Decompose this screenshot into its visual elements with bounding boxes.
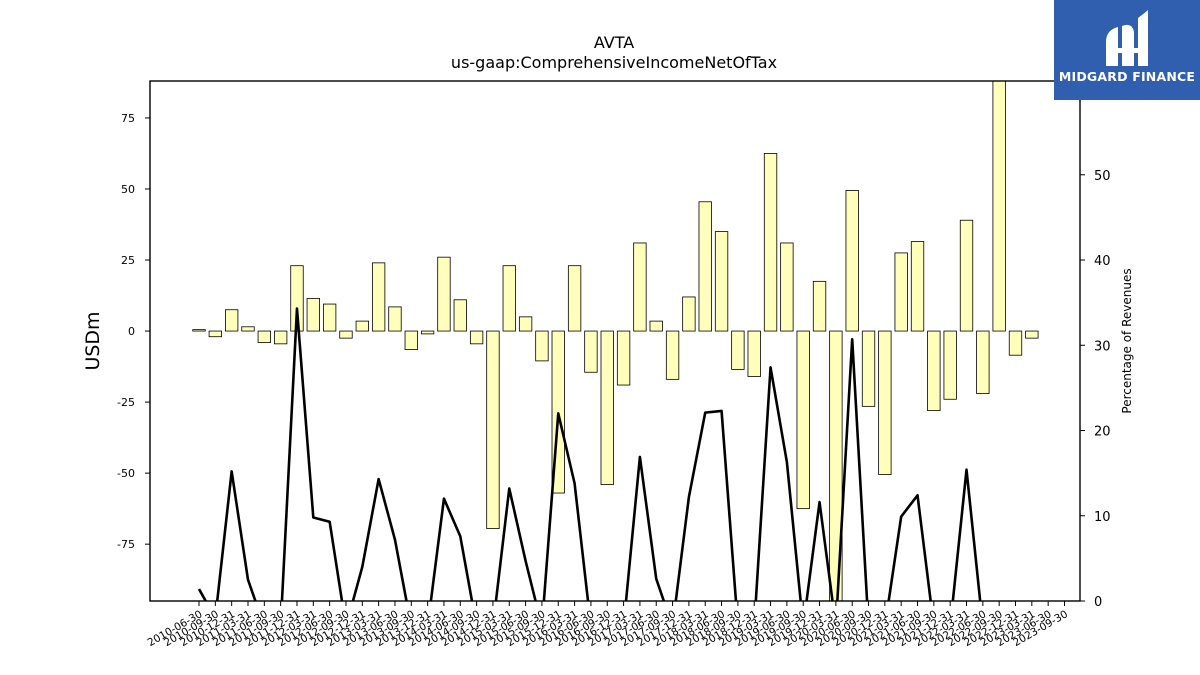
bar-2019-09-30: [796, 330, 810, 510]
chart-title: AVTA: [594, 33, 634, 52]
brand-logo: MIDGARD FINANCE: [1054, 0, 1200, 100]
y2-tick-label: 30: [1094, 339, 1111, 354]
bar-2021-09-30: [927, 330, 941, 412]
bar-series: [192, 80, 1039, 602]
bar-2014-09-30: [469, 330, 484, 345]
bar-2016-12-31: [616, 330, 631, 386]
ticks: -75-50-250255075010203040502010-06-30201…: [117, 112, 1111, 649]
y-tick-label: 0: [128, 325, 135, 338]
bar-2017-06-30: [649, 320, 663, 332]
bar-2017-12-31: [682, 296, 696, 332]
bar-2018-03-31: [698, 201, 712, 332]
midgard-logo-icon: [1106, 10, 1148, 66]
chart-subtitle: us-gaap:ComprehensiveIncomeNetOfTax: [451, 53, 777, 72]
bar-2014-12-31: [486, 330, 500, 529]
bar-2017-09-30: [665, 330, 680, 380]
bar-2016-06-30: [584, 330, 598, 373]
bar-2021-03-31: [894, 252, 908, 332]
logo-text: MIDGARD FINANCE: [1058, 69, 1196, 84]
bar-2013-12-31: [420, 330, 435, 335]
y-tick-label: -25: [117, 396, 135, 409]
bar-2010-12-31: [225, 309, 239, 332]
bar-2014-06-30: [453, 299, 467, 332]
plot-frame: [149, 80, 1081, 602]
bar-2019-03-31: [763, 153, 778, 332]
bar-2012-03-31: [306, 297, 320, 332]
y2-axis-label: Percentage of Revenues: [1120, 268, 1134, 413]
bar-2012-06-30: [322, 303, 337, 332]
bar-2016-03-31: [567, 265, 582, 332]
y2-tick-label: 50: [1094, 169, 1111, 184]
bar-2018-09-30: [731, 330, 745, 370]
bar-2010-06-30: [192, 329, 206, 332]
bar-2021-06-30: [910, 241, 925, 332]
bar-2012-12-31: [355, 320, 369, 332]
bar-2015-06-30: [518, 316, 533, 332]
bar-2013-09-30: [404, 330, 418, 350]
y2-tick-label: 20: [1094, 425, 1111, 440]
bar-2019-06-30: [780, 242, 794, 332]
y-axis-label: USDm: [82, 311, 104, 370]
axes: [149, 80, 1081, 602]
y-tick-label: -75: [117, 538, 135, 551]
y2-tick-label: 0: [1094, 595, 1102, 610]
bar-2020-06-30: [845, 189, 859, 332]
line-series: [197, 307, 982, 601]
y-tick-label: -50: [117, 467, 135, 480]
bar-2016-09-30: [600, 330, 614, 485]
bar-2022-12-31: [1008, 330, 1023, 356]
bar-2023-03-31: [1025, 330, 1039, 339]
bar-2011-03-31: [241, 326, 255, 332]
bar-2018-12-31: [747, 330, 761, 377]
bar-2017-03-31: [633, 242, 647, 332]
bar-2022-09-30: [992, 80, 1006, 332]
bar-2015-09-30: [535, 330, 549, 362]
bar-2015-03-31: [502, 265, 516, 332]
bar-2019-12-31: [812, 280, 827, 332]
line-percentage-of-revenues: [197, 307, 982, 601]
y2-tick-label: 40: [1094, 254, 1111, 269]
bar-2011-09-30: [273, 330, 288, 345]
bar-2010-09-30: [208, 330, 222, 338]
bar-2020-09-30: [861, 330, 876, 407]
bar-2013-03-31: [371, 262, 386, 332]
bar-2022-06-30: [976, 330, 990, 394]
bar-2012-09-30: [339, 330, 353, 339]
bar-2020-12-31: [878, 330, 892, 475]
y2-tick-label: 10: [1094, 510, 1111, 525]
y-tick-label: 25: [121, 254, 135, 267]
y-tick-label: 75: [121, 112, 135, 125]
bar-2013-06-30: [388, 306, 402, 332]
bar-2014-03-31: [437, 256, 451, 332]
y-tick-label: 50: [121, 183, 135, 196]
bar-2018-06-30: [714, 231, 729, 332]
bar-2011-06-30: [257, 330, 271, 343]
bar-2022-03-31: [959, 219, 974, 332]
bar-2021-12-31: [943, 330, 957, 400]
